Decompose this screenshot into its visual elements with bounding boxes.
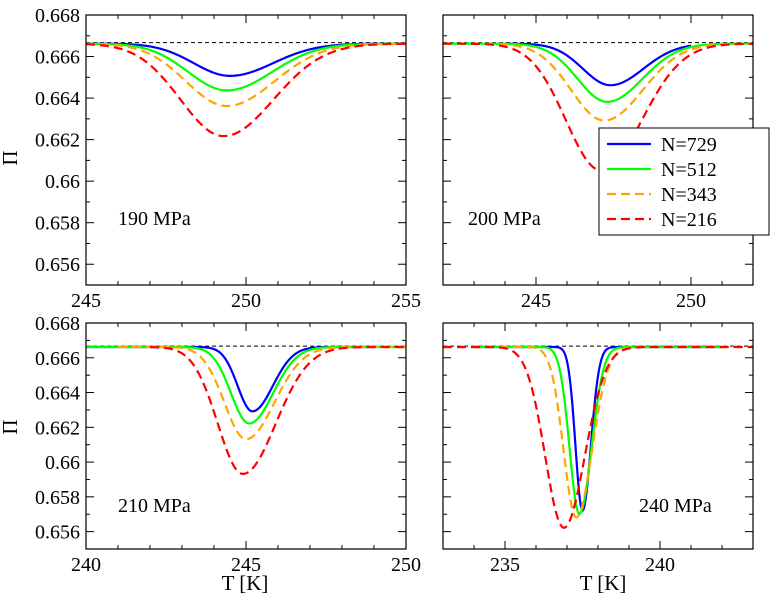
x-tick-label: 250 [391, 554, 421, 576]
series-line-n-343 [118, 345, 406, 441]
y-tick-label: 0.66 [45, 452, 80, 474]
series-line-n-512 [86, 345, 406, 425]
panel-210-mpa: 0.668 0.666 0.664 0.662 0.66 0.658 0.656 240 245… [35, 313, 421, 576]
series-line-n-343 [443, 345, 753, 519]
x-tick-label: 255 [391, 290, 421, 312]
legend-label: N=512 [661, 159, 717, 181]
legend: N=729 N=512 N=343 N=216 [598, 127, 770, 236]
series-line-n-216 [149, 345, 406, 475]
y-tick-label: 0.668 [35, 5, 80, 27]
y-tick-label: 0.668 [35, 313, 80, 335]
legend-label: N=216 [661, 209, 717, 231]
x-axis-title-left: T [K] [222, 571, 269, 595]
series-line-n-343 [86, 42, 406, 108]
series-line-n-216 [443, 345, 753, 529]
series-line-n-512 [443, 42, 753, 103]
x-tick-label: 250 [676, 290, 706, 312]
panel-label: 200 MPa [468, 208, 541, 230]
y-tick-label: 0.656 [35, 254, 80, 276]
x-tick-label: 250 [231, 290, 261, 312]
panel-label: 190 MPa [118, 208, 191, 230]
series-line-n-216 [86, 42, 406, 138]
series-line-n-216 [443, 42, 753, 172]
series-line-n-729 [474, 345, 722, 512]
x-tick-label: 240 [71, 554, 101, 576]
legend-label: N=343 [661, 184, 717, 206]
plot-frame [85, 14, 407, 286]
legend-label: N=729 [661, 134, 717, 156]
legend-box [598, 127, 770, 236]
series-line-n-512 [86, 42, 406, 92]
panel-240-mpa: 235 240 240 MPa [442, 322, 754, 576]
panel-label: 210 MPa [118, 495, 191, 517]
x-tick-label: 245 [71, 290, 101, 312]
x-tick-label: 245 [231, 554, 261, 576]
y-tick-label: 0.666 [35, 47, 80, 69]
y-tick-label: 0.666 [35, 348, 80, 370]
y-axis-title-bottom: Π [0, 419, 22, 434]
series-line-n-729 [86, 345, 374, 413]
y-tick-label: 0.66 [45, 171, 80, 193]
y-tick-label: 0.664 [35, 383, 80, 405]
x-tick-label: 245 [521, 290, 551, 312]
y-tick-label: 0.662 [35, 417, 80, 439]
panel-190-mpa: 0.668 0.666 0.664 0.662 0.66 0.658 0.656 245 250… [35, 5, 421, 312]
x-axis-title-right: T [K] [580, 571, 627, 595]
series-line-n-729 [505, 42, 692, 87]
y-tick-label: 0.662 [35, 130, 80, 152]
x-tick-label: 235 [490, 554, 520, 576]
y-tick-label: 0.656 [35, 522, 80, 544]
panel-200-mpa: 245 250 200 MPa [442, 14, 754, 312]
y-tick-label: 0.658 [35, 213, 80, 235]
x-tick-label: 240 [645, 554, 675, 576]
panel-label: 240 MPa [639, 495, 712, 517]
series-line-n-343 [443, 42, 753, 122]
y-axis-title-top: Π [0, 150, 22, 165]
y-tick-label: 0.658 [35, 487, 80, 509]
y-tick-label: 0.664 [35, 88, 80, 110]
